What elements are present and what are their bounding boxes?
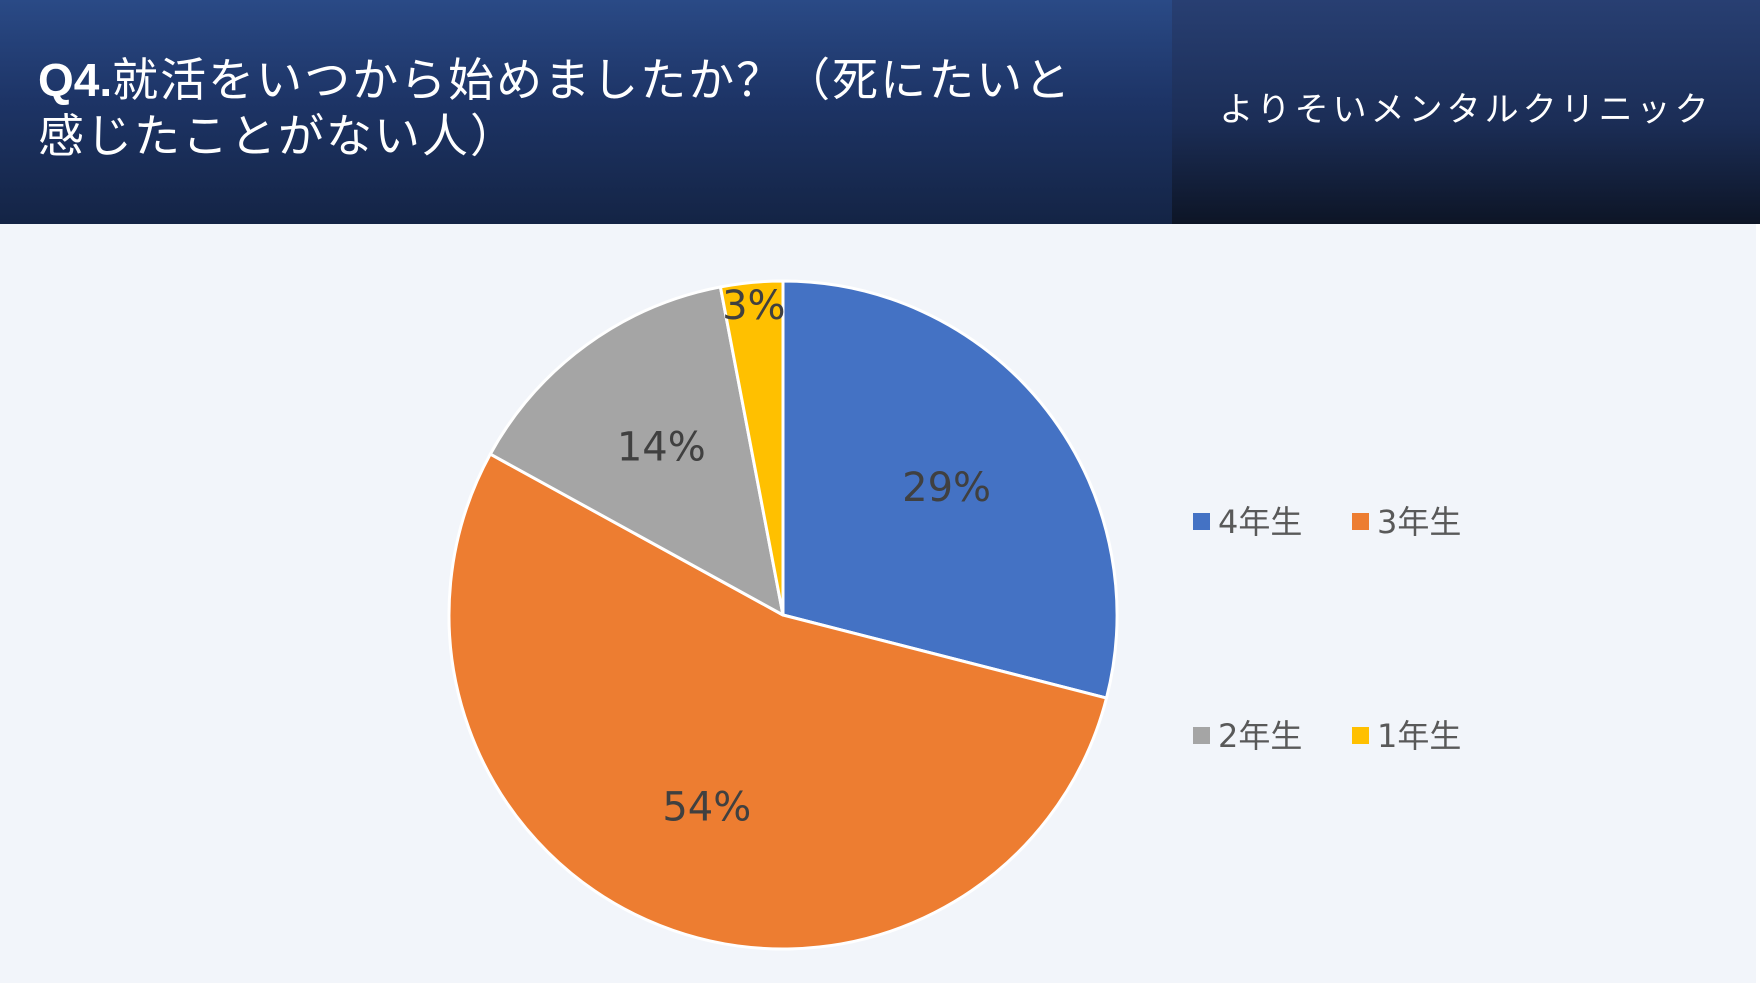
legend-item-4: 1年生 [1352, 717, 1461, 755]
data-label-1: 29% [902, 465, 991, 511]
data-label-4: 3% [722, 283, 785, 329]
right-edge-divider [1756, 224, 1760, 983]
legend-label-3: 2年生 [1218, 717, 1302, 755]
legend-label-2: 3年生 [1377, 503, 1461, 541]
title-banner [0, 0, 1172, 224]
pie-slice-1 [781, 279, 1119, 700]
legend-item-1: 4年生 [1193, 503, 1302, 541]
pie-slice-3 [488, 285, 785, 617]
pie-slices [447, 279, 1119, 951]
legend-swatch-4 [1352, 727, 1369, 744]
legend-swatch-2 [1352, 513, 1369, 530]
pie-slice-2 [447, 452, 1109, 951]
question-number: Q4. [38, 54, 113, 106]
legend-swatch-3 [1193, 727, 1210, 744]
clinic-banner [1172, 0, 1760, 224]
pie-data-labels: 29% 54% 14% 3% [617, 283, 991, 831]
pie-slice-4 [718, 279, 785, 617]
legend-label-1: 4年生 [1218, 503, 1302, 541]
chart-legend: 4年生 3年生 2年生 1年生 [1193, 503, 1461, 755]
legend-item-2: 3年生 [1352, 503, 1461, 541]
legend-swatch-1 [1193, 513, 1210, 530]
slide-title: Q4.就活をいつから始めましたか？（死にたいと感じたことがない人） [38, 52, 1078, 164]
data-label-3: 14% [617, 425, 706, 471]
legend-item-3: 2年生 [1193, 717, 1302, 755]
question-text: 就活をいつから始めましたか？（死にたいと感じたことがない人） [38, 53, 1073, 163]
legend-label-4: 1年生 [1377, 717, 1461, 755]
clinic-name: よりそいメンタルクリニック [1219, 90, 1713, 130]
data-label-2: 54% [662, 785, 751, 831]
